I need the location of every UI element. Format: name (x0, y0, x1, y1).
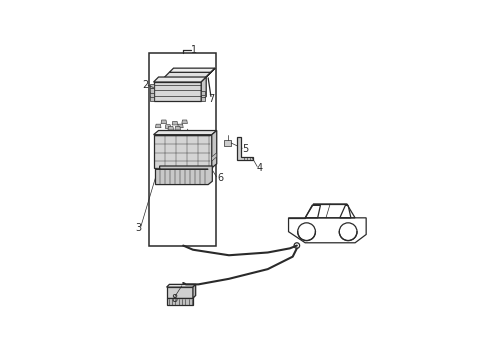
Polygon shape (193, 284, 196, 298)
Polygon shape (150, 88, 153, 93)
Polygon shape (201, 97, 204, 100)
Text: 4: 4 (256, 163, 263, 173)
Polygon shape (167, 284, 196, 287)
Polygon shape (170, 68, 215, 72)
Polygon shape (172, 121, 178, 125)
Polygon shape (153, 135, 212, 168)
Polygon shape (182, 120, 187, 123)
Polygon shape (178, 124, 183, 128)
Polygon shape (153, 77, 206, 82)
Text: 7: 7 (208, 94, 214, 104)
Polygon shape (150, 84, 153, 89)
Polygon shape (175, 126, 180, 130)
Polygon shape (153, 131, 217, 135)
Polygon shape (168, 126, 173, 130)
Polygon shape (161, 120, 167, 123)
Polygon shape (156, 168, 162, 171)
Polygon shape (201, 91, 204, 95)
Text: 1: 1 (191, 45, 197, 55)
Polygon shape (150, 92, 153, 97)
Text: 3: 3 (135, 222, 141, 233)
Polygon shape (165, 125, 171, 128)
Text: 5: 5 (242, 144, 248, 153)
Polygon shape (203, 168, 209, 171)
Polygon shape (205, 68, 215, 78)
Polygon shape (164, 72, 211, 78)
Polygon shape (167, 298, 193, 305)
Polygon shape (212, 153, 217, 161)
Polygon shape (237, 138, 252, 159)
Polygon shape (212, 131, 217, 168)
Text: 8: 8 (172, 294, 178, 304)
Polygon shape (153, 82, 201, 102)
Text: 2: 2 (143, 80, 149, 90)
Text: 6: 6 (218, 173, 224, 183)
Polygon shape (224, 140, 231, 146)
Polygon shape (167, 287, 193, 298)
Polygon shape (150, 96, 153, 101)
Polygon shape (155, 124, 161, 128)
Polygon shape (155, 166, 212, 185)
Polygon shape (201, 77, 206, 102)
